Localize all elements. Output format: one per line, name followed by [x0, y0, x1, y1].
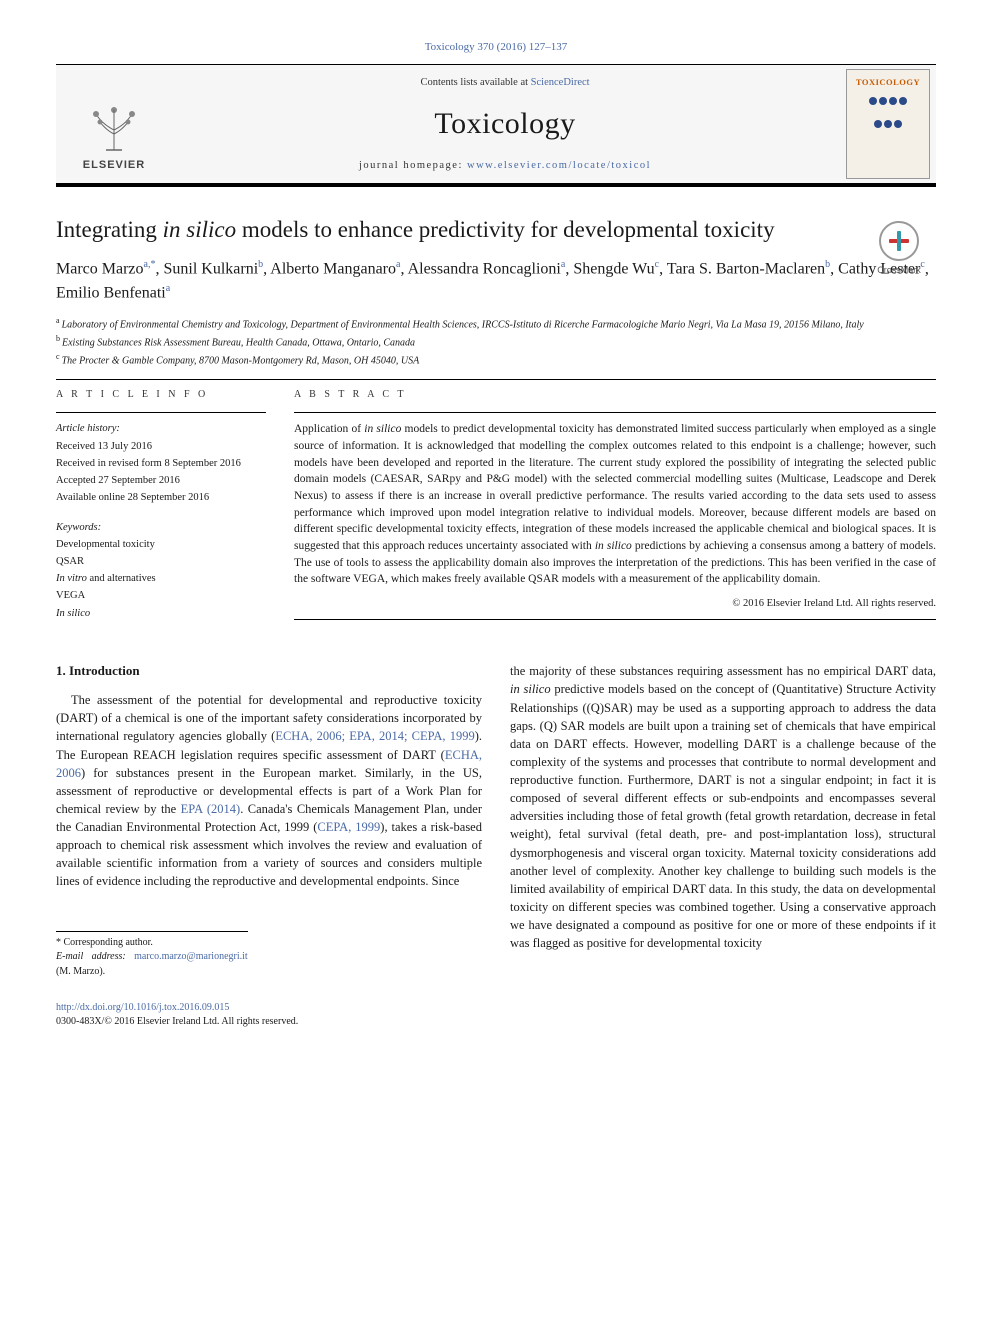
sciencedirect-link[interactable]: ScienceDirect [531, 77, 590, 88]
ref-link-4[interactable]: CEPA, 1999 [317, 820, 380, 834]
title-italic: in silico [163, 217, 236, 242]
crossmark-badge[interactable]: CrossMark [862, 221, 936, 277]
online-date: Available online 28 September 2016 [56, 490, 266, 505]
keywords-label: Keywords: [56, 520, 266, 535]
homepage-link[interactable]: www.elsevier.com/locate/toxicol [467, 160, 651, 171]
accepted-date: Accepted 27 September 2016 [56, 473, 266, 488]
affiliation-a: Laboratory of Environmental Chemistry an… [62, 320, 864, 331]
author-3: Alberto Manganaro [270, 260, 396, 277]
keyword-2: QSAR [56, 554, 266, 569]
author-2-aff: b [258, 259, 263, 270]
corresponding-author-block: * Corresponding author. E-mail address: … [56, 931, 248, 980]
intro-paragraph: The assessment of the potential for deve… [56, 691, 482, 890]
crossmark-label: CrossMark [877, 265, 921, 275]
issn-copyright: 0300-483X/© 2016 Elsevier Ireland Ltd. A… [56, 1016, 298, 1027]
author-1-aff: a,* [144, 259, 156, 270]
ref-link-3[interactable]: EPA (2014) [181, 802, 241, 816]
author-6-aff: b [825, 259, 830, 270]
email-label: E-mail address: [56, 951, 134, 962]
abstract-text: Application of in silico models to predi… [294, 421, 936, 588]
abs-rule [294, 412, 936, 413]
keyword-3: In vitro and alternatives [56, 571, 266, 586]
affiliation-b: Existing Substances Risk Assessment Bure… [62, 338, 415, 349]
author-5: Shengde Wu [573, 260, 654, 277]
cover-title: TOXICOLOGY [856, 76, 920, 88]
title-prefix: Integrating [56, 217, 163, 242]
author-4: Alessandra Roncaglioni [408, 260, 561, 277]
journal-header-band: ELSEVIER Contents lists available at Sci… [56, 64, 936, 187]
author-2: Sunil Kulkarni [163, 260, 258, 277]
author-1: Marco Marzo [56, 260, 144, 277]
journal-name: Toxicology [172, 102, 838, 146]
abstract-label: A B S T R A C T [294, 388, 936, 403]
article-info-col: A R T I C L E I N F O Article history: R… [56, 388, 266, 628]
info-abstract-row: A R T I C L E I N F O Article history: R… [56, 388, 936, 628]
homepage-line: journal homepage: www.elsevier.com/locat… [172, 158, 838, 173]
affiliations: aLaboratory of Environmental Chemistry a… [56, 315, 936, 368]
header-center: Contents lists available at ScienceDirec… [164, 65, 846, 183]
received-date: Received 13 July 2016 [56, 439, 266, 454]
info-rule [56, 412, 266, 413]
rule-top [56, 379, 936, 380]
title-suffix: models to enhance predictivity for devel… [236, 217, 774, 242]
author-5-aff: c [655, 259, 659, 270]
authors-line: Marco Marzoa,*, Sunil Kulkarnib, Alberto… [56, 257, 936, 306]
intro-paragraph-cont: the majority of these substances requiri… [510, 662, 936, 952]
history-label: Article history: [56, 421, 266, 436]
body-col-left: 1. Introduction The assessment of the po… [56, 662, 482, 979]
article-header: Integrating in silico models to enhance … [56, 215, 936, 245]
cover-dots-row2 [873, 115, 903, 134]
elsevier-wordmark: ELSEVIER [83, 158, 145, 174]
author-3-aff: a [396, 259, 400, 270]
keyword-1: Developmental toxicity [56, 537, 266, 552]
abstract-col: A B S T R A C T Application of in silico… [294, 388, 936, 628]
elsevier-tree-icon [84, 100, 144, 154]
homepage-prefix: journal homepage: [359, 160, 467, 171]
contents-available-line: Contents lists available at ScienceDirec… [172, 75, 838, 90]
corresponding-label: * Corresponding author. [56, 936, 248, 951]
ref-link-1[interactable]: ECHA, 2006; EPA, 2014; CEPA, 1999 [275, 729, 474, 743]
page-footer: http://dx.doi.org/10.1016/j.tox.2016.09.… [56, 1001, 936, 1029]
author-4-aff: a [561, 259, 565, 270]
cover-dots [868, 92, 908, 111]
abstract-copyright: © 2016 Elsevier Ireland Ltd. All rights … [294, 596, 936, 611]
author-6: Tara S. Barton-Maclaren [667, 260, 825, 277]
author-8-aff: a [166, 283, 170, 294]
top-citation: Toxicology 370 (2016) 127–137 [56, 40, 936, 56]
keyword-5: In silico [56, 606, 266, 621]
keyword-4: VEGA [56, 588, 266, 603]
journal-cover-thumb: TOXICOLOGY [846, 69, 930, 179]
article-info-label: A R T I C L E I N F O [56, 388, 266, 403]
corresponding-name: (M. Marzo). [56, 966, 105, 977]
affiliation-c: The Procter & Gamble Company, 8700 Mason… [62, 355, 420, 366]
elsevier-logo: ELSEVIER [64, 74, 164, 174]
corresponding-email[interactable]: marco.marzo@marionegri.it [134, 951, 248, 962]
abs-rule-bottom [294, 619, 936, 620]
contents-prefix: Contents lists available at [420, 77, 530, 88]
article-title: Integrating in silico models to enhance … [56, 215, 936, 245]
body-col-right: the majority of these substances requiri… [510, 662, 936, 979]
doi-link[interactable]: http://dx.doi.org/10.1016/j.tox.2016.09.… [56, 1002, 229, 1013]
section-heading-1: 1. Introduction [56, 662, 482, 681]
crossmark-icon [879, 221, 919, 261]
author-8: Emilio Benfenati [56, 284, 166, 301]
body-columns: 1. Introduction The assessment of the po… [56, 662, 936, 979]
revised-date: Received in revised form 8 September 201… [56, 456, 266, 471]
